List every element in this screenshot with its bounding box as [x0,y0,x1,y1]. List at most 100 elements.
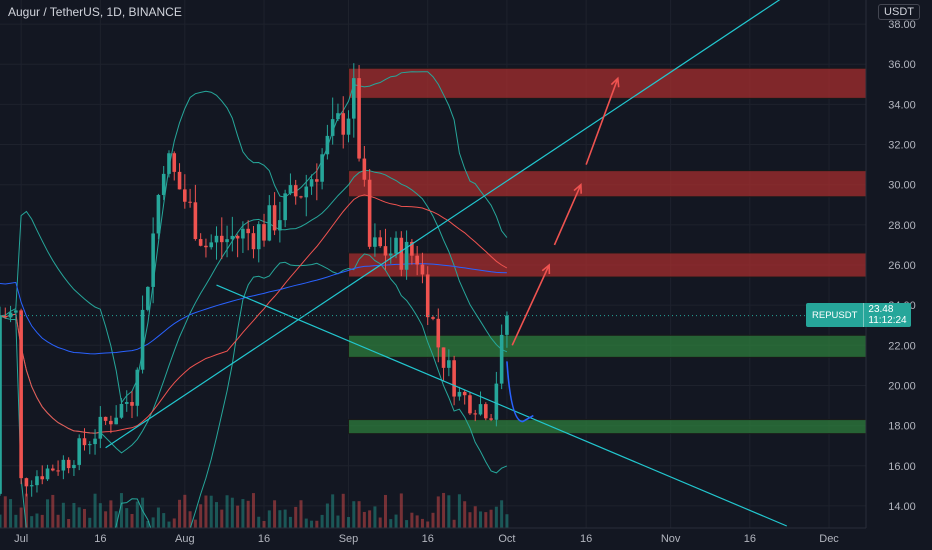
volume-bar [352,501,356,528]
volume-bar [156,507,160,528]
candle-body [167,153,171,174]
volume-bar [40,514,44,528]
resistance-zone [348,67,867,99]
price-tick-label: 20.00 [888,380,916,392]
candle-body [320,154,324,182]
volume-bar [463,501,467,528]
candle-body [177,171,182,190]
candle-body [315,179,319,182]
candle-body [346,118,351,135]
price-tick-label: 28.00 [888,220,916,232]
volume-bar [135,501,139,528]
candle-body [109,420,113,425]
volume-bar [405,520,409,528]
volume-bar [484,512,488,528]
candle-body [72,464,76,469]
candle-body [436,318,441,348]
candle-body [505,315,509,335]
candle-body [330,119,335,136]
candle-body [256,224,261,250]
candle-body [3,315,8,318]
candle-body [193,202,198,240]
volume-bar [347,517,351,528]
volume-bar [61,502,65,528]
candle-body [130,402,134,406]
candle-body [225,239,229,243]
time-tick-label: Oct [498,533,515,545]
candle-body [188,201,192,203]
volume-bar [146,520,150,528]
candle-body [87,444,92,446]
candle-body [19,310,23,479]
volume-bar [236,505,240,528]
volume-bar [151,517,155,528]
volume-bar [199,504,203,528]
candle-body [61,459,66,471]
bollinger-lower [0,253,508,528]
candle-body [140,309,145,370]
time-tick-label: 16 [94,533,106,545]
candle-body [462,391,467,396]
candle-body [77,438,82,465]
projection-arrow-2-head [573,183,582,194]
candle-body [241,228,245,239]
time-tick-label: 16 [580,533,592,545]
candle-body [56,470,60,472]
volume-bar [188,511,192,528]
volume-bar [246,500,250,528]
volume-bar [178,499,182,528]
volume-bar [299,500,303,528]
time-tick-label: 16 [258,533,270,545]
time-axis[interactable]: Jul 16 Aug 16 Sep 16 Oct 16 Nov 16 Dec [14,533,839,545]
volume-bar [383,494,387,528]
candle-body [288,185,293,194]
volume-bar [230,497,234,528]
volume-bar [325,503,329,528]
candle-body [230,235,235,240]
volume-bar [447,495,451,528]
candle-body [267,205,272,241]
candle-body [388,253,393,256]
volume-bar [24,493,28,528]
pullback-arrow [506,361,534,423]
candle-body [447,360,451,368]
last-price: 23.48 [868,304,894,315]
candle-body [93,438,97,445]
volume-bar [14,514,18,528]
candle-body [119,403,124,418]
volume-bar [473,506,477,528]
volume-bar [3,496,7,528]
volume-bar [457,494,461,528]
candle-body [246,228,250,234]
volume-bar [72,502,76,528]
volume-bar [162,513,166,528]
candle-body [40,476,45,480]
volume-bar [56,514,60,528]
candle-body [309,179,314,187]
chart-title: Augur / TetherUS, 1D, BINANCE [8,5,182,19]
resistance-zone [348,170,867,198]
volume-bar [378,517,382,528]
volume-bar [420,518,424,528]
candle-body [304,186,309,198]
candle-body [98,416,103,439]
volume-bar [310,520,314,528]
symbol-label: REPUSDT [806,303,865,327]
candle-body [325,135,330,155]
volume-bar [415,515,419,528]
candle-body [45,468,50,480]
candle-body [494,383,499,420]
volume-bar [225,495,229,528]
candle-body [278,220,282,231]
currency-badge[interactable]: USDT [878,4,920,20]
candle-body [35,476,39,486]
volume-bar [294,506,298,528]
volume-bar [93,493,97,528]
price-tick-label: 34.00 [888,99,916,111]
volume-bar [362,511,366,528]
volume-bar [125,508,129,528]
price-tick-label: 36.00 [888,59,916,71]
volume-bar [320,514,324,528]
resistance-zone [348,252,867,278]
